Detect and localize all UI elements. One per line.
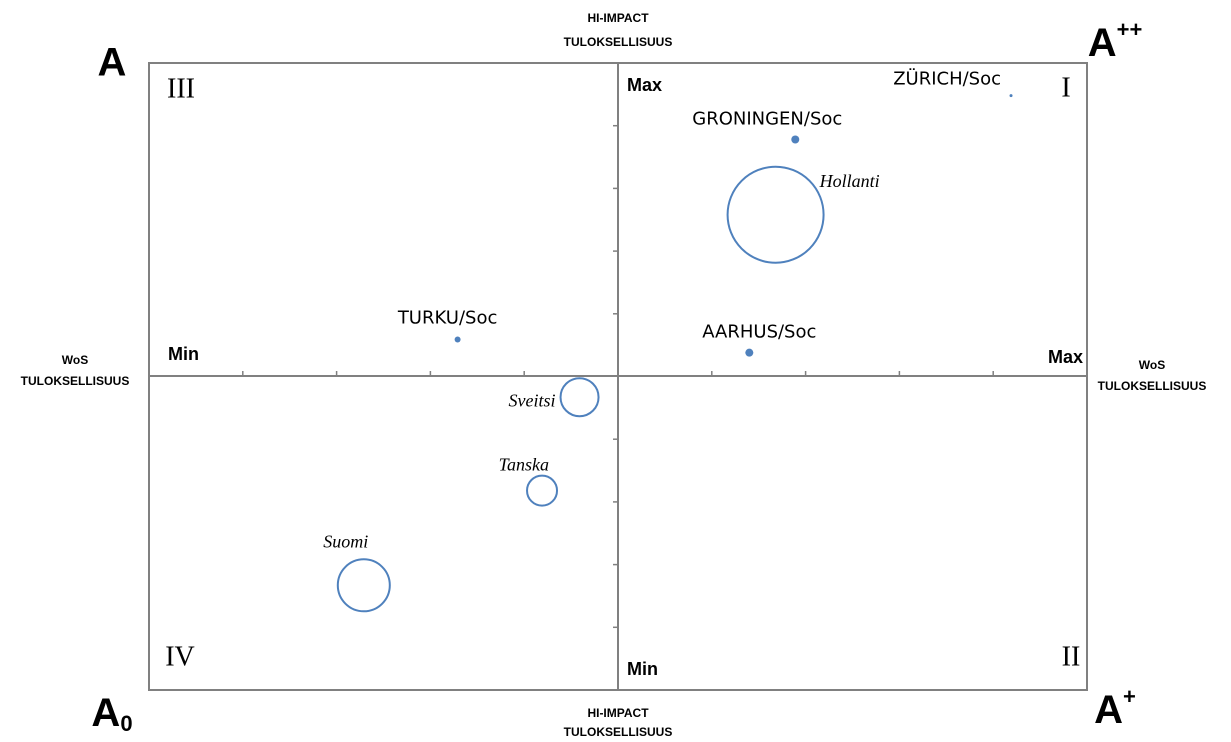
corner-mark: + xyxy=(1123,684,1136,709)
corner-base: A xyxy=(91,691,120,735)
quadrant-label: I xyxy=(1061,72,1070,103)
axis-end-label: Min xyxy=(627,659,658,679)
axis-title: WoS xyxy=(62,353,88,367)
point-label: Suomi xyxy=(323,531,368,551)
corner-label: A xyxy=(98,41,127,85)
quadrant-label: II xyxy=(1062,641,1081,672)
bubble xyxy=(526,474,559,507)
point xyxy=(1009,94,1013,98)
bubble xyxy=(559,377,600,418)
point-label: ZÜRICH/Soc xyxy=(893,68,1001,90)
point-label: AARHUS/Soc xyxy=(702,322,816,343)
axis-title: TULOKSELLISUUS xyxy=(21,374,130,388)
axis-title: TULOKSELLISUUS xyxy=(1098,379,1207,393)
point xyxy=(791,135,800,144)
point-label: Sveitsi xyxy=(509,390,556,410)
axis-title: TULOKSELLISUUS xyxy=(564,35,673,49)
corner-label: A+ xyxy=(1094,684,1136,732)
bubble xyxy=(726,165,825,264)
point-label: GRONINGEN/Soc xyxy=(692,108,842,129)
axis-end-label: Max xyxy=(627,75,662,95)
axis-title: HI-IMPACT xyxy=(587,11,649,25)
axis-end-label: Max xyxy=(1048,347,1083,367)
axis-title: TULOKSELLISUUS xyxy=(564,725,673,739)
point xyxy=(454,336,461,343)
point xyxy=(745,348,754,357)
axis-title: WoS xyxy=(1139,358,1165,372)
corner-mark: 0 xyxy=(120,711,132,736)
corner-label: A0 xyxy=(91,691,132,736)
axis-end-label: Min xyxy=(168,344,199,364)
quadrant-label: IV xyxy=(165,641,195,672)
axis-title: HI-IMPACT xyxy=(587,706,649,720)
corner-mark: ++ xyxy=(1117,17,1143,42)
bubble xyxy=(336,558,391,613)
corner-base: A xyxy=(1088,21,1117,65)
point-label: Tanska xyxy=(499,455,549,475)
point-label: TURKU/Soc xyxy=(397,308,498,329)
point-label: Hollanti xyxy=(819,171,880,191)
corner-label: A++ xyxy=(1088,17,1143,65)
quadrant-label: III xyxy=(167,73,195,104)
corner-base: A xyxy=(1094,688,1123,732)
